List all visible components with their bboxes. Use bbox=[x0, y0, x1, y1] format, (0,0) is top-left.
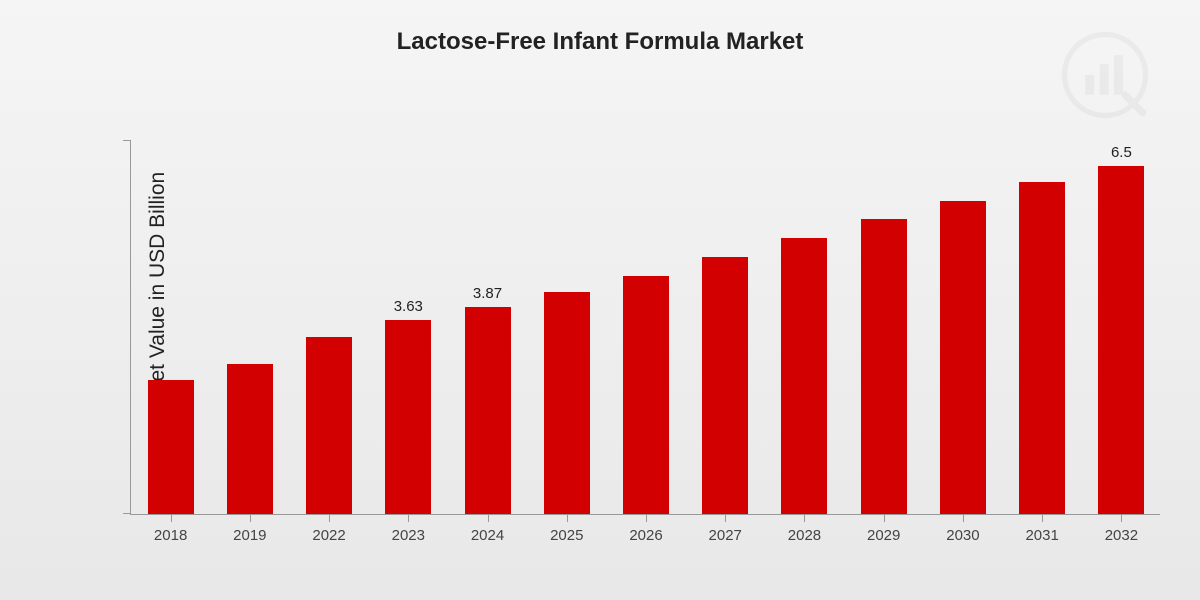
bar bbox=[781, 238, 827, 514]
x-tick bbox=[1121, 514, 1122, 522]
bar-rect bbox=[227, 364, 273, 514]
bar-rect bbox=[940, 201, 986, 514]
bar-value-label: 3.63 bbox=[394, 298, 423, 315]
x-axis-label: 2019 bbox=[233, 527, 266, 544]
x-tick bbox=[884, 514, 885, 522]
bar-rect bbox=[385, 320, 431, 514]
watermark-logo-icon bbox=[1060, 30, 1150, 120]
bar-rect bbox=[781, 238, 827, 514]
bar-rect bbox=[544, 292, 590, 514]
bar bbox=[148, 380, 194, 514]
bar bbox=[1019, 182, 1065, 514]
x-axis-label: 2024 bbox=[471, 527, 504, 544]
x-axis-label: 2032 bbox=[1105, 527, 1138, 544]
bar-value-label: 3.87 bbox=[473, 285, 502, 302]
y-tick bbox=[123, 513, 131, 514]
x-axis-label: 2028 bbox=[788, 527, 821, 544]
x-tick bbox=[963, 514, 964, 522]
bar-value-label: 6.5 bbox=[1111, 144, 1132, 161]
x-axis-label: 2029 bbox=[867, 527, 900, 544]
bar bbox=[227, 364, 273, 514]
x-tick bbox=[488, 514, 489, 522]
bar-rect bbox=[465, 307, 511, 514]
x-axis-label: 2031 bbox=[1025, 527, 1058, 544]
x-axis-label: 2018 bbox=[154, 527, 187, 544]
bar: 3.63 bbox=[385, 320, 431, 514]
y-tick bbox=[123, 140, 131, 141]
x-axis-label: 2026 bbox=[629, 527, 662, 544]
bar-rect bbox=[148, 380, 194, 514]
x-tick bbox=[646, 514, 647, 522]
bar-rect bbox=[1098, 166, 1144, 514]
x-tick bbox=[408, 514, 409, 522]
x-axis-label: 2023 bbox=[392, 527, 425, 544]
bar: 6.5 bbox=[1098, 166, 1144, 514]
x-tick bbox=[250, 514, 251, 522]
bar-rect bbox=[1019, 182, 1065, 514]
x-axis-label: 2022 bbox=[312, 527, 345, 544]
x-axis-label: 2030 bbox=[946, 527, 979, 544]
x-axis-label: 2025 bbox=[550, 527, 583, 544]
bar bbox=[940, 201, 986, 514]
bar bbox=[306, 337, 352, 514]
x-tick bbox=[804, 514, 805, 522]
x-axis-label: 2027 bbox=[709, 527, 742, 544]
chart-plot-area: 2018201920223.6320233.872024202520262027… bbox=[130, 140, 1160, 515]
x-tick bbox=[329, 514, 330, 522]
bar bbox=[702, 257, 748, 514]
bar-rect bbox=[623, 276, 669, 514]
x-tick bbox=[171, 514, 172, 522]
bar bbox=[544, 292, 590, 514]
chart-title: Lactose-Free Infant Formula Market bbox=[397, 28, 804, 56]
bar-rect bbox=[861, 219, 907, 514]
bar bbox=[861, 219, 907, 514]
bar bbox=[623, 276, 669, 514]
bar-rect bbox=[702, 257, 748, 514]
x-tick bbox=[725, 514, 726, 522]
bar-rect bbox=[306, 337, 352, 514]
x-tick bbox=[567, 514, 568, 522]
x-tick bbox=[1042, 514, 1043, 522]
bar: 3.87 bbox=[465, 307, 511, 514]
